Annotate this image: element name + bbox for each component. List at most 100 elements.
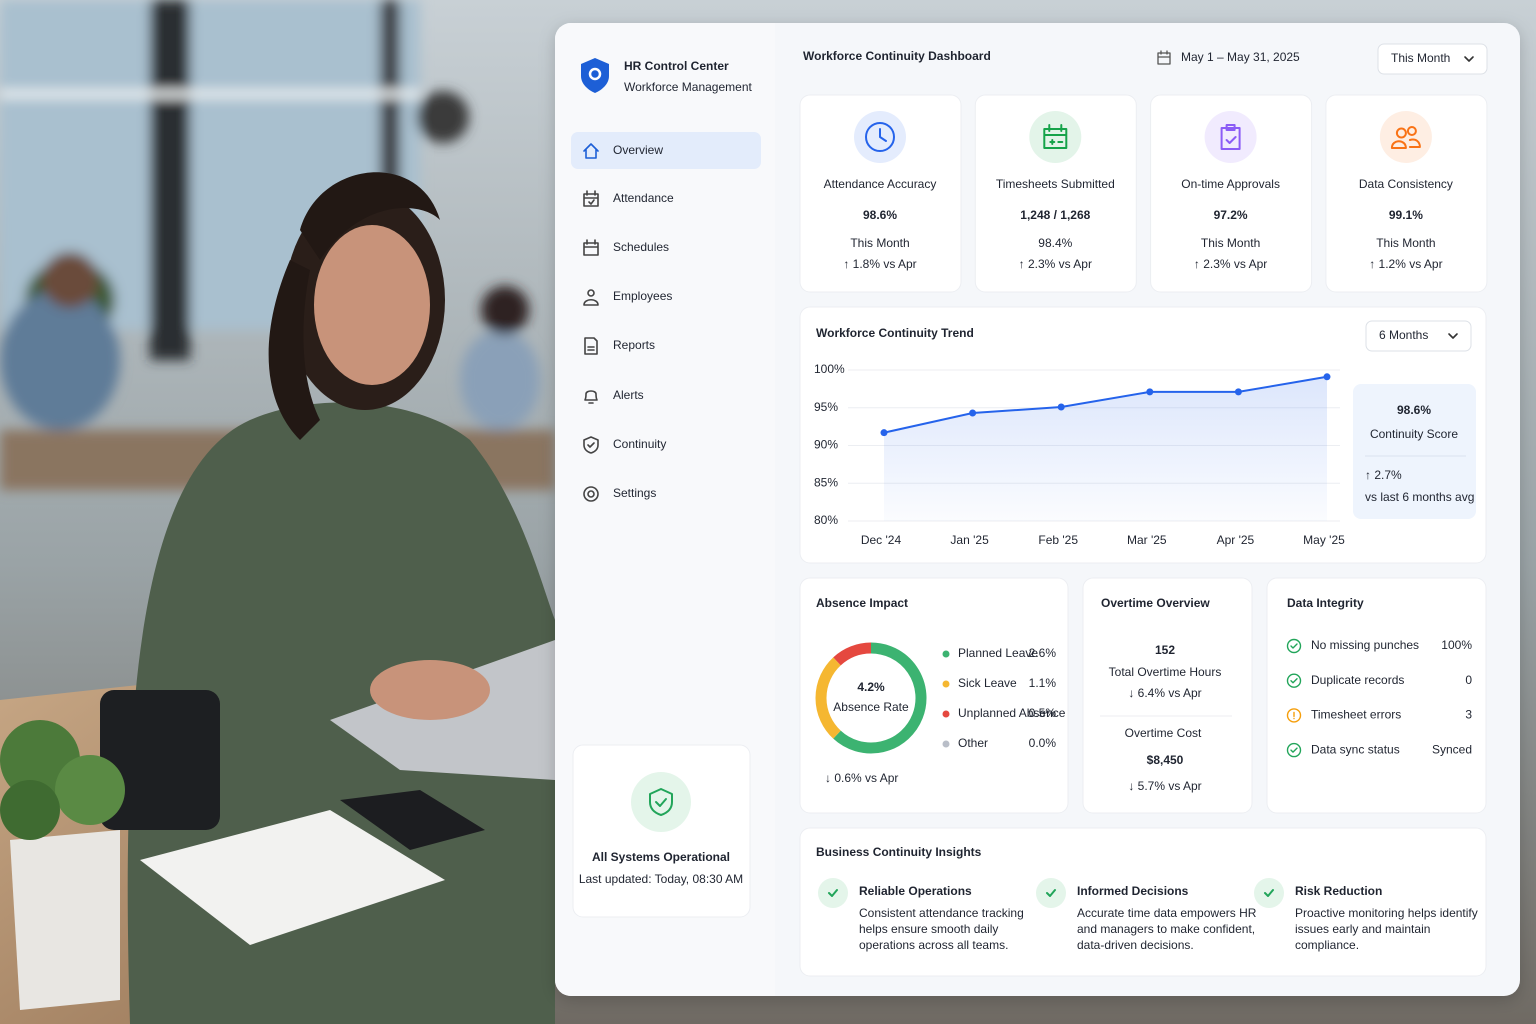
- integrity-label: No missing punches: [1311, 638, 1419, 652]
- kpi-sub: 98.4%: [1038, 236, 1072, 250]
- brand-title: HR Control Center: [624, 59, 729, 73]
- nav-active: [571, 132, 761, 169]
- legend-dot: [942, 740, 950, 748]
- chevron: [1448, 333, 1458, 339]
- status-icon: [649, 788, 673, 816]
- trend-point: [880, 429, 888, 437]
- overtime-hours: 152: [1155, 643, 1175, 657]
- legend-dot: [942, 710, 950, 718]
- overtime-hours-change: ↓ 6.4% vs Apr: [1128, 686, 1201, 700]
- absence-change: ↓ 0.6% vs Apr: [825, 771, 898, 785]
- nav-icon: [583, 190, 599, 207]
- legend-dot: [942, 680, 950, 688]
- kpi-sub: This Month: [850, 236, 909, 250]
- integrity-value: Synced: [1432, 742, 1472, 756]
- kpi-card: [1325, 94, 1488, 293]
- x-tick-label: Dec '24: [861, 533, 902, 547]
- x-tick-label: Feb '25: [1038, 533, 1078, 547]
- donut-value: 4.2%: [857, 680, 885, 694]
- legend-label: Sick Leave: [958, 676, 1017, 690]
- score-value: 98.6%: [1397, 403, 1431, 417]
- nav-icon: [583, 289, 599, 306]
- x-tick-label: Jan '25: [950, 533, 989, 547]
- nav-icon: [583, 436, 599, 454]
- legend-value: 0.5%: [1029, 706, 1057, 720]
- nav-icon: [583, 239, 599, 256]
- kpi-label: Attendance Accuracy: [824, 177, 937, 191]
- kpi-label: On-time Approvals: [1181, 177, 1280, 191]
- y-tick-label: 80%: [814, 513, 838, 527]
- trend-point: [1057, 403, 1065, 411]
- kpi-card: [1150, 94, 1313, 293]
- insight-text: issues early and maintain: [1295, 922, 1430, 936]
- legend-label: Planned Leave: [958, 646, 1038, 660]
- x-tick-label: Apr '25: [1217, 533, 1255, 547]
- nav-label: Alerts: [613, 388, 644, 402]
- kpi-icon: [865, 122, 895, 152]
- legend-label: Unplanned Absence: [958, 706, 1066, 720]
- status-badge: [631, 772, 691, 832]
- donut-segment: [833, 642, 927, 754]
- nav-item[interactable]: [571, 475, 761, 512]
- trend-area: [884, 376, 1327, 521]
- trend-line: [883, 375, 1328, 434]
- score-note: vs last 6 months avg: [1365, 490, 1474, 504]
- score-box: [1353, 384, 1476, 519]
- integrity-label: Duplicate records: [1311, 673, 1404, 687]
- donut-segment: [815, 657, 841, 739]
- kpi-value: 97.2%: [1214, 208, 1248, 222]
- nav-item[interactable]: [571, 377, 761, 414]
- y-tick-label: 90%: [814, 438, 838, 452]
- kpi-value: 1,248 / 1,268: [1020, 208, 1090, 222]
- kpi-change: ↑ 1.8% vs Apr: [843, 257, 916, 271]
- card-title: Overtime Overview: [1101, 596, 1210, 610]
- kpi-value: 98.6%: [863, 208, 897, 222]
- y-tick-label: 95%: [814, 400, 838, 414]
- nav-label: Employees: [613, 289, 672, 303]
- trend-point: [969, 409, 977, 417]
- period-label: This Month: [1391, 51, 1450, 65]
- nav-icon: [583, 486, 599, 502]
- status-title: All Systems Operational: [592, 850, 730, 864]
- insight-icon: [1046, 889, 1056, 897]
- nav-label: Schedules: [613, 240, 669, 254]
- kpi-label: Timesheets Submitted: [996, 177, 1115, 191]
- kpi-icon-bg: [1379, 111, 1432, 163]
- nav-label: Continuity: [613, 437, 666, 451]
- nav-icon: [584, 337, 598, 355]
- integrity-label: Timesheet errors: [1311, 708, 1401, 722]
- nav-item[interactable]: [571, 327, 761, 364]
- kpi-sub: This Month: [1376, 236, 1435, 250]
- insight-text: compliance.: [1295, 938, 1359, 952]
- insight-text: Consistent attendance tracking: [859, 906, 1024, 920]
- nav-label: Settings: [613, 486, 656, 500]
- nav-item[interactable]: [571, 132, 761, 169]
- kpi-sub: This Month: [1201, 236, 1260, 250]
- status-icon: [1286, 742, 1302, 758]
- chevron: [1464, 56, 1474, 62]
- y-tick-label: 85%: [814, 475, 838, 489]
- status-glyph: [1290, 643, 1298, 649]
- period-label: 6 Months: [1379, 328, 1428, 342]
- insight-text: Accurate time data empowers HR: [1077, 906, 1257, 920]
- kpi-change: ↑ 2.3% vs Apr: [1194, 257, 1267, 271]
- kpi-icon: [1043, 124, 1068, 149]
- overtime-hours-label: Total Overtime Hours: [1109, 665, 1222, 679]
- integrity-value: 100%: [1441, 638, 1472, 652]
- content: HR Control Center Workforce Management Ove…: [571, 43, 1488, 977]
- card-title: Data Integrity: [1287, 596, 1364, 610]
- period-dropdown[interactable]: [1377, 43, 1488, 75]
- trend-point: [1323, 373, 1331, 381]
- insight-icon-bg: [1036, 878, 1066, 908]
- period-dropdown[interactable]: [1365, 320, 1472, 352]
- insight-icon-bg: [1254, 878, 1284, 908]
- kpi-card: [799, 94, 962, 293]
- calendar-icon: [1157, 50, 1171, 65]
- kpi-change: ↑ 2.3% vs Apr: [1019, 257, 1092, 271]
- kpi-icon: [1220, 124, 1241, 150]
- insight-text: data-driven decisions.: [1077, 938, 1194, 952]
- overtime-cost: $8,450: [1147, 753, 1184, 767]
- x-tick-label: Mar '25: [1127, 533, 1167, 547]
- overtime-cost-label: Overtime Cost: [1125, 726, 1202, 740]
